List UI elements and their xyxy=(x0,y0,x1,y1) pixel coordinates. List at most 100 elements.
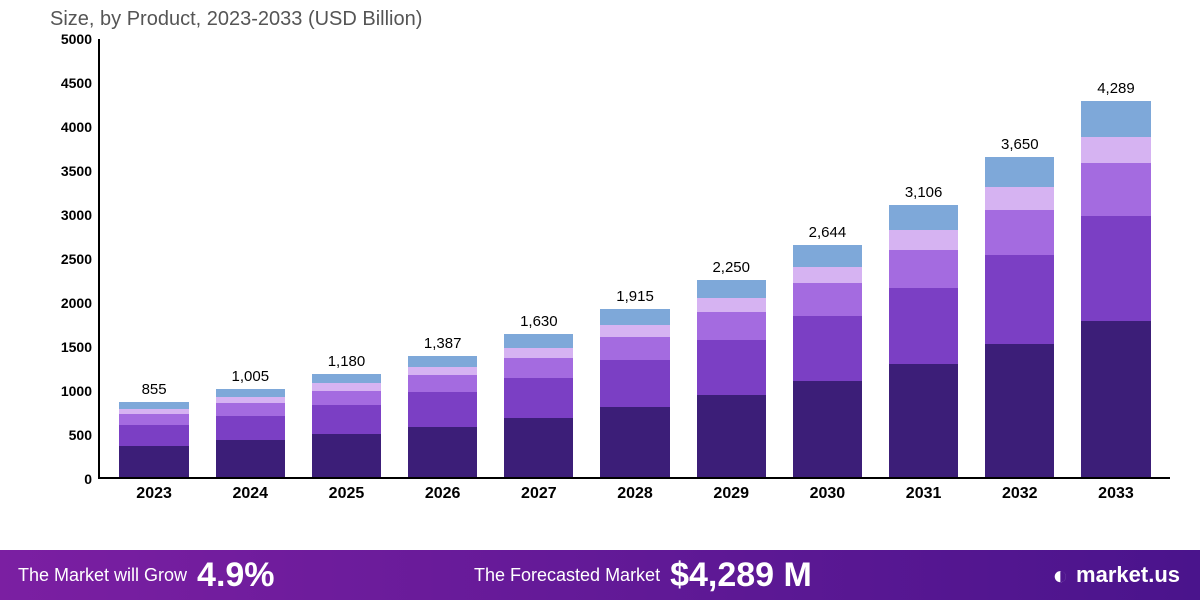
brand-text: market.us xyxy=(1076,562,1180,588)
bar-segment xyxy=(697,280,766,298)
y-tick: 3500 xyxy=(61,163,92,179)
bar-segment xyxy=(312,391,381,405)
bar-total-label: 4,289 xyxy=(1097,80,1135,97)
bar-segment xyxy=(312,374,381,384)
bar-segment xyxy=(504,358,573,378)
stacked-bar xyxy=(119,402,188,477)
bar-segment xyxy=(504,348,573,358)
bar-total-label: 1,005 xyxy=(232,368,270,385)
plot-area: 85520231,00520241,18020251,38720261,6302… xyxy=(98,39,1170,479)
bar-segment xyxy=(889,364,958,477)
bar-total-label: 2,644 xyxy=(809,224,847,241)
bar-total-label: 1,387 xyxy=(424,335,462,352)
bar-segment xyxy=(600,360,669,407)
bar-segment xyxy=(697,312,766,340)
x-tick-label: 2030 xyxy=(810,485,846,503)
footer-banner: The Market will Grow 4.9% The Forecasted… xyxy=(0,550,1200,600)
bar-segment xyxy=(889,230,958,249)
x-tick-label: 2033 xyxy=(1098,485,1134,503)
bar-segment xyxy=(985,157,1054,187)
x-tick-label: 2026 xyxy=(425,485,461,503)
bar-total-label: 1,180 xyxy=(328,353,366,370)
x-tick-label: 2032 xyxy=(1002,485,1038,503)
bar-group: 2,6442030 xyxy=(779,39,875,477)
bar-segment xyxy=(600,337,669,361)
bar-segment xyxy=(600,325,669,337)
y-tick: 5000 xyxy=(61,31,92,47)
bar-total-label: 855 xyxy=(142,381,167,398)
bar-group: 3,1062031 xyxy=(876,39,972,477)
bar-total-label: 3,650 xyxy=(1001,136,1039,153)
bar-segment xyxy=(216,440,285,477)
y-tick: 4000 xyxy=(61,119,92,135)
bar-segment xyxy=(408,367,477,375)
bar-segment xyxy=(312,383,381,390)
bar-segment xyxy=(985,255,1054,344)
stacked-bar xyxy=(985,157,1054,477)
bar-segment xyxy=(408,375,477,392)
x-tick-label: 2031 xyxy=(906,485,942,503)
y-tick: 500 xyxy=(69,427,92,443)
bar-segment xyxy=(408,392,477,426)
bar-segment xyxy=(793,381,862,477)
grow-value: 4.9% xyxy=(197,558,275,592)
bar-segment xyxy=(119,446,188,477)
bar-group: 8552023 xyxy=(106,39,202,477)
x-tick-label: 2025 xyxy=(329,485,365,503)
bar-segment xyxy=(697,395,766,477)
bar-segment xyxy=(119,425,188,446)
bar-segment xyxy=(312,434,381,477)
y-tick: 1000 xyxy=(61,383,92,399)
bar-segment xyxy=(216,389,285,397)
stacked-bar xyxy=(216,389,285,477)
x-tick-label: 2023 xyxy=(136,485,172,503)
bar-total-label: 2,250 xyxy=(712,259,750,276)
y-tick: 3000 xyxy=(61,207,92,223)
bar-segment xyxy=(504,378,573,418)
y-tick: 2500 xyxy=(61,251,92,267)
x-tick-label: 2029 xyxy=(713,485,749,503)
bar-segment xyxy=(600,309,669,325)
y-tick: 2000 xyxy=(61,295,92,311)
stacked-bar xyxy=(600,309,669,477)
bar-segment xyxy=(1081,101,1150,136)
bar-segment xyxy=(119,414,188,425)
bar-segment xyxy=(600,407,669,477)
bar-total-label: 1,915 xyxy=(616,288,654,305)
bar-segment xyxy=(889,288,958,364)
bar-segment xyxy=(697,340,766,395)
bar-group: 1,9152028 xyxy=(587,39,683,477)
bar-segment xyxy=(793,283,862,315)
x-tick-label: 2024 xyxy=(232,485,268,503)
forecast-label: The Forecasted Market xyxy=(474,565,660,586)
stacked-bar xyxy=(312,374,381,477)
bar-segment xyxy=(793,267,862,283)
stacked-bar xyxy=(408,356,477,478)
bar-segment xyxy=(793,316,862,381)
brand-icon: ◐ xyxy=(1052,560,1068,591)
x-tick-label: 2027 xyxy=(521,485,557,503)
bar-group: 4,2892033 xyxy=(1068,39,1164,477)
bar-group: 2,2502029 xyxy=(683,39,779,477)
bar-segment xyxy=(985,344,1054,477)
bar-segment xyxy=(216,403,285,415)
bar-segment xyxy=(119,402,188,409)
bar-segment xyxy=(1081,216,1150,321)
y-tick: 0 xyxy=(84,471,92,487)
bar-group: 3,6502032 xyxy=(972,39,1068,477)
bar-segment xyxy=(312,405,381,434)
stacked-bar xyxy=(1081,101,1150,477)
bar-group: 1,6302027 xyxy=(491,39,587,477)
bar-total-label: 1,630 xyxy=(520,313,558,330)
x-tick-label: 2028 xyxy=(617,485,653,503)
bar-segment xyxy=(889,205,958,230)
bar-segment xyxy=(985,187,1054,210)
stacked-bar xyxy=(793,245,862,477)
bar-segment xyxy=(504,334,573,348)
y-axis: 0500100015002000250030003500400045005000 xyxy=(50,39,98,479)
subtitle: Size, by Product, 2023-2033 (USD Billion… xyxy=(50,8,1170,31)
bar-segment xyxy=(408,427,477,477)
bar-group: 1,1802025 xyxy=(298,39,394,477)
stacked-bar xyxy=(697,280,766,477)
stacked-bar xyxy=(504,334,573,477)
